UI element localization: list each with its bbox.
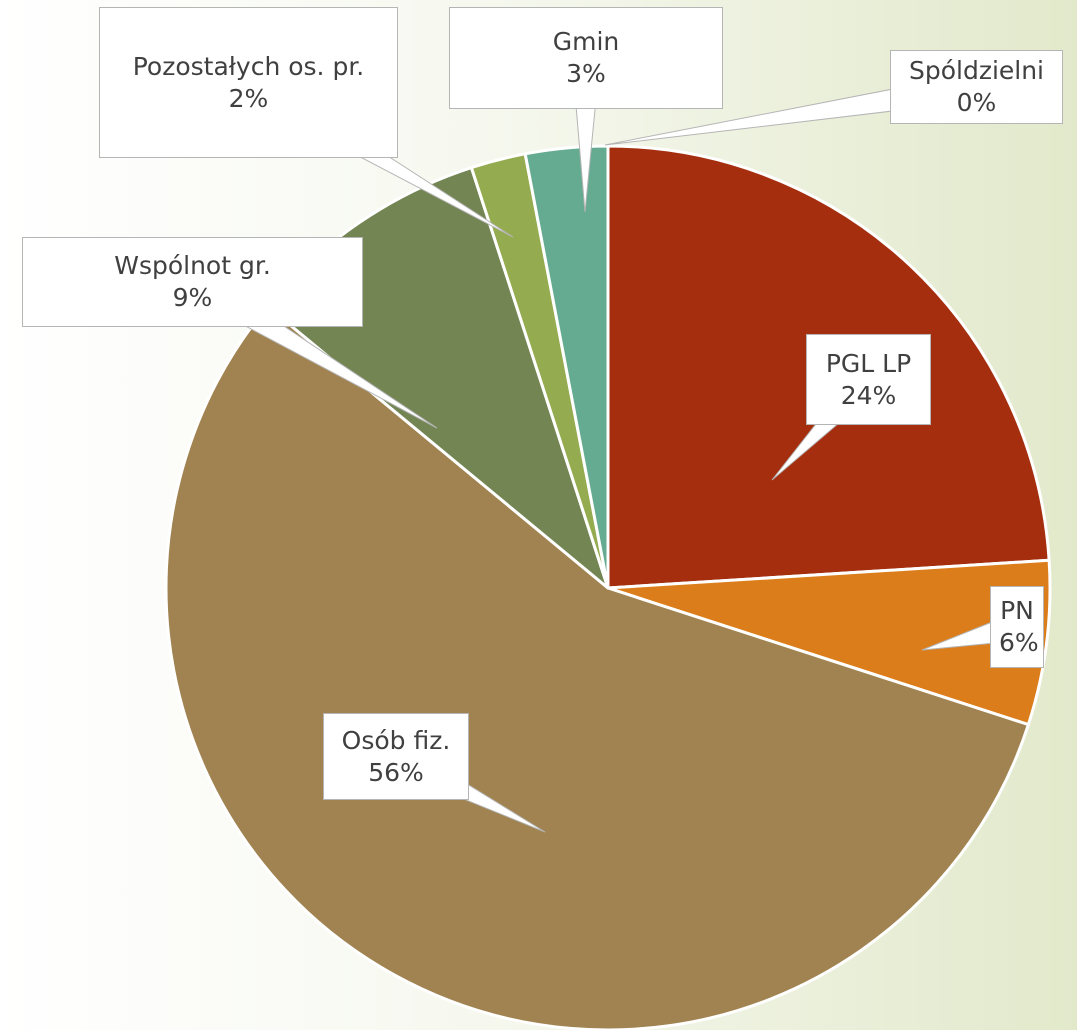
data-label: Spóldzielni 0% — [890, 50, 1063, 124]
value-label: 56% — [368, 757, 424, 787]
value-label: 3% — [566, 59, 606, 88]
data-label: Wspólnot gr. 9% — [22, 237, 363, 327]
value-label: 2% — [228, 83, 269, 113]
data-label: Osób fiz. 56% — [323, 713, 469, 800]
pie-slice — [606, 558, 1052, 727]
category-label: Gmin — [552, 27, 620, 56]
data-label: Gmin 3% — [449, 7, 723, 109]
category-label: PN — [1000, 596, 1034, 625]
category-label: Osób fiz. — [341, 725, 451, 755]
data-label: Pozostałych os. pr. 2% — [99, 7, 398, 158]
value-label: 24% — [840, 380, 897, 410]
category-label: Spóldzielni — [908, 56, 1045, 85]
data-label: PN 6% — [990, 586, 1044, 668]
value-label: 0% — [956, 88, 997, 117]
data-label: PGL LP 24% — [806, 334, 931, 425]
value-label: 6% — [999, 628, 1039, 657]
category-label: PGL LP — [825, 348, 912, 378]
pie-slice — [164, 304, 1030, 1030]
category-label: Pozostałych os. pr. — [132, 51, 365, 81]
category-label: Wspólnot gr. — [114, 251, 271, 280]
value-label: 9% — [172, 283, 213, 312]
